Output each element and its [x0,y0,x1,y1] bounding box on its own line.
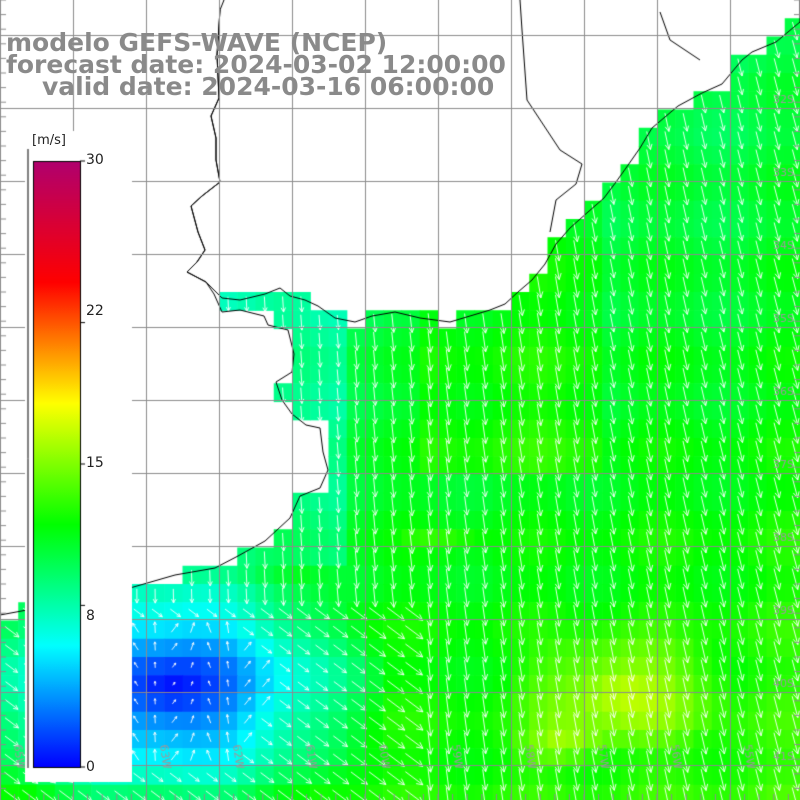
colorbar-unit: [m/s] [32,133,66,148]
colorbar-tick-22: 22 [86,303,104,319]
valid-date: valid date: 2024-03-16 06:00:00 [42,72,495,101]
colorbar-tick-15: 15 [86,455,104,471]
forecast-date: forecast date: 2024-03-02 12:00:00 [6,50,506,79]
colorbar-tick-30: 30 [86,152,104,168]
colorbar-tick-0: 0 [86,759,95,775]
model-title: modelo GEFS-WAVE (NCEP) [6,28,388,57]
colorbar-tick-8: 8 [86,608,95,624]
